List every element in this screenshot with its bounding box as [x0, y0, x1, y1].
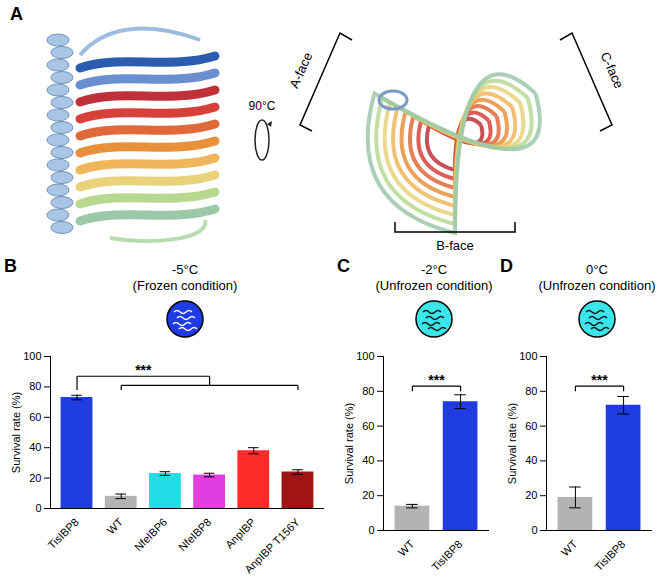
svg-text:A: A: [10, 4, 23, 24]
svg-text:Survival rate (%): Survival rate (%): [506, 403, 518, 484]
svg-text:A-face: A-face: [286, 50, 315, 90]
svg-text:WT: WT: [396, 538, 417, 559]
svg-text:40: 40: [29, 441, 41, 453]
svg-text:C-face: C-face: [597, 50, 626, 91]
svg-text:0: 0: [531, 524, 537, 536]
svg-text:80: 80: [525, 385, 537, 397]
html-text:(Frozen condition): (Frozen condition): [132, 278, 238, 293]
svg-text:90°C: 90°C: [249, 99, 276, 113]
html-text:0°C: 0°C: [586, 262, 608, 277]
svg-text:100: 100: [356, 350, 374, 362]
svg-text:60: 60: [29, 411, 41, 423]
svg-text:WT: WT: [559, 538, 580, 559]
html-text:B: B: [4, 256, 17, 276]
svg-text:***: ***: [428, 372, 445, 388]
svg-text:TisIBP8: TisIBP8: [592, 538, 627, 573]
svg-text:B-face: B-face: [436, 238, 474, 253]
svg-text:0: 0: [35, 502, 41, 514]
svg-text:20: 20: [29, 472, 41, 484]
svg-text:AnpIBP T156Y: AnpIBP T156Y: [242, 515, 302, 575]
html-text:C: C: [337, 256, 350, 276]
svg-text:60: 60: [362, 420, 374, 432]
html-text:(Unfrozen condition): (Unfrozen condition): [375, 278, 493, 293]
html-text:(Unfrozen condition): (Unfrozen condition): [538, 278, 656, 293]
svg-text:Survival rate (%): Survival rate (%): [10, 392, 22, 473]
svg-text:40: 40: [362, 454, 374, 466]
html-text:-5°C: -5°C: [171, 262, 199, 277]
svg-text:WT: WT: [105, 516, 126, 537]
svg-text:40: 40: [525, 454, 537, 466]
svg-text:20: 20: [362, 489, 374, 501]
svg-text:20: 20: [525, 489, 537, 501]
svg-text:80: 80: [29, 380, 41, 392]
svg-text:TisIBP8: TisIBP8: [429, 538, 464, 573]
svg-text:AnpIBP: AnpIBP: [223, 516, 258, 551]
svg-text:0: 0: [368, 524, 374, 536]
svg-text:***: ***: [135, 362, 152, 378]
svg-text:Survival rate (%): Survival rate (%): [343, 403, 355, 484]
svg-text:TisIBP8: TisIBP8: [45, 516, 80, 551]
html-text:D: D: [500, 256, 513, 276]
svg-text:80: 80: [362, 385, 374, 397]
svg-text:NfeIBP6: NfeIBP6: [132, 516, 169, 553]
svg-text:***: ***: [591, 372, 608, 388]
svg-text:NfeIBP8: NfeIBP8: [176, 516, 213, 553]
svg-text:100: 100: [23, 350, 41, 362]
svg-text:100: 100: [519, 350, 537, 362]
html-text:-2°C: -2°C: [420, 262, 448, 277]
svg-text:60: 60: [525, 420, 537, 432]
